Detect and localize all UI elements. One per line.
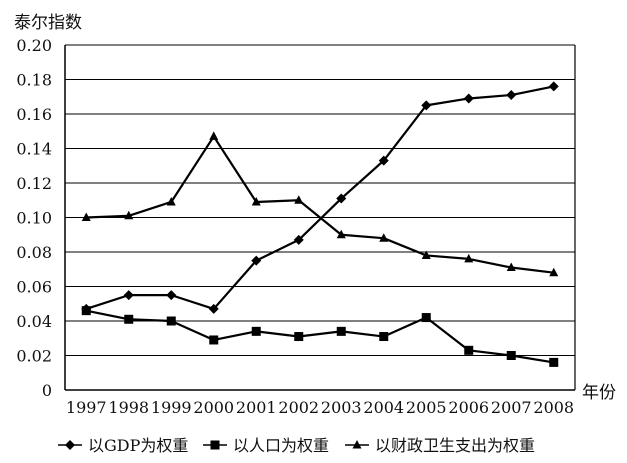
y-tick-label: 0.18 (16, 71, 52, 90)
legend-label: 以人口为权重 (233, 436, 329, 455)
y-tick-label: 0.20 (16, 36, 52, 55)
data-point-square (166, 316, 176, 326)
x-tick-label: 2000 (193, 398, 234, 417)
x-tick-label: 2004 (363, 398, 404, 417)
x-axis-label: 年份 (582, 383, 616, 403)
data-point-square (81, 306, 91, 316)
y-tick-label: 0.02 (16, 347, 52, 366)
x-tick-label: 2008 (533, 398, 574, 417)
data-point-square (379, 332, 389, 342)
series-group (81, 81, 559, 367)
data-point-triangle (336, 229, 346, 239)
data-point-square (210, 440, 220, 450)
x-tick-label: 2007 (491, 398, 532, 417)
data-point-diamond (463, 93, 474, 104)
data-point-square (209, 335, 219, 345)
data-point-diamond (336, 193, 347, 204)
data-point-triangle (209, 131, 219, 140)
data-point-diamond (65, 440, 75, 450)
data-point-square (124, 314, 134, 324)
data-point-triangle (379, 233, 389, 242)
axes (64, 45, 576, 391)
series-triangle (81, 131, 559, 277)
y-tick-label: 0.12 (16, 174, 52, 193)
x-tick-label: 1997 (66, 398, 107, 417)
data-point-triangle (166, 196, 176, 206)
data-point-triangle (421, 250, 431, 259)
y-axis-label: 泰尔指数 (14, 13, 82, 33)
x-tick-label: 1998 (108, 398, 149, 417)
series-line (86, 135, 554, 274)
series-line (85, 85, 554, 311)
data-point-square (336, 326, 346, 336)
y-tick-label: 0.06 (16, 278, 52, 297)
x-tick-label: 2005 (406, 398, 447, 417)
legend-item: 以GDP为权重 (58, 436, 188, 455)
data-point-triangle (506, 262, 516, 272)
data-point-triangle (352, 440, 362, 449)
legend-label: 以GDP为权重 (88, 436, 188, 455)
series-square (81, 306, 559, 367)
y-tick-label: 0.16 (16, 105, 52, 124)
data-point-diamond (506, 90, 517, 101)
data-point-square (506, 351, 516, 360)
legend-label: 以财政卫生支出为权重 (375, 436, 535, 455)
legend-item: 以财政卫生支出为权重 (345, 436, 535, 455)
data-point-triangle (464, 253, 474, 263)
x-tick-label: 2002 (278, 398, 319, 417)
data-point-triangle (549, 267, 559, 277)
y-tick-label: 0.14 (16, 140, 52, 159)
y-tick-label: 0.10 (16, 209, 52, 228)
x-tick-label: 2001 (236, 398, 277, 417)
x-tick-labels: 1997 1998 1999 2000 2001 2002 2003 2004 2005 2006… (66, 398, 574, 417)
data-point-diamond (208, 303, 219, 314)
data-point-diamond (548, 81, 559, 92)
y-tick-label: 0 (42, 381, 52, 400)
series-line (86, 309, 554, 364)
x-tick-label: 2006 (448, 398, 489, 417)
y-tick-label: 0.04 (16, 312, 52, 331)
y-tick-labels: 0 0.02 0.04 0.06 0.08 0.10 0.12 0.14 0.16 0.18 0.2… (16, 36, 52, 400)
data-point-triangle (124, 210, 134, 220)
data-point-square (464, 345, 474, 355)
y-tick-label: 0.08 (16, 243, 52, 262)
data-point-triangle (251, 196, 261, 206)
x-tick-label: 1999 (151, 398, 192, 417)
series-diamond (81, 81, 559, 314)
data-point-diamond (123, 290, 134, 301)
x-tick-label: 2003 (321, 398, 362, 417)
data-point-square (294, 332, 304, 342)
data-point-diamond (166, 290, 177, 301)
legend-item: 以人口为权重 (203, 436, 329, 455)
data-point-square (421, 313, 431, 323)
grid-lines (65, 44, 575, 356)
data-point-square (549, 357, 559, 367)
data-point-diamond (421, 100, 432, 111)
data-point-diamond (251, 255, 262, 266)
legend: 以GDP为权重 以人口为权重 以财政卫生支出为权重 (58, 436, 535, 455)
data-point-triangle (294, 195, 304, 204)
data-point-diamond (293, 234, 304, 245)
data-point-diamond (378, 155, 389, 166)
data-point-triangle (81, 212, 91, 221)
data-point-square (251, 326, 261, 336)
